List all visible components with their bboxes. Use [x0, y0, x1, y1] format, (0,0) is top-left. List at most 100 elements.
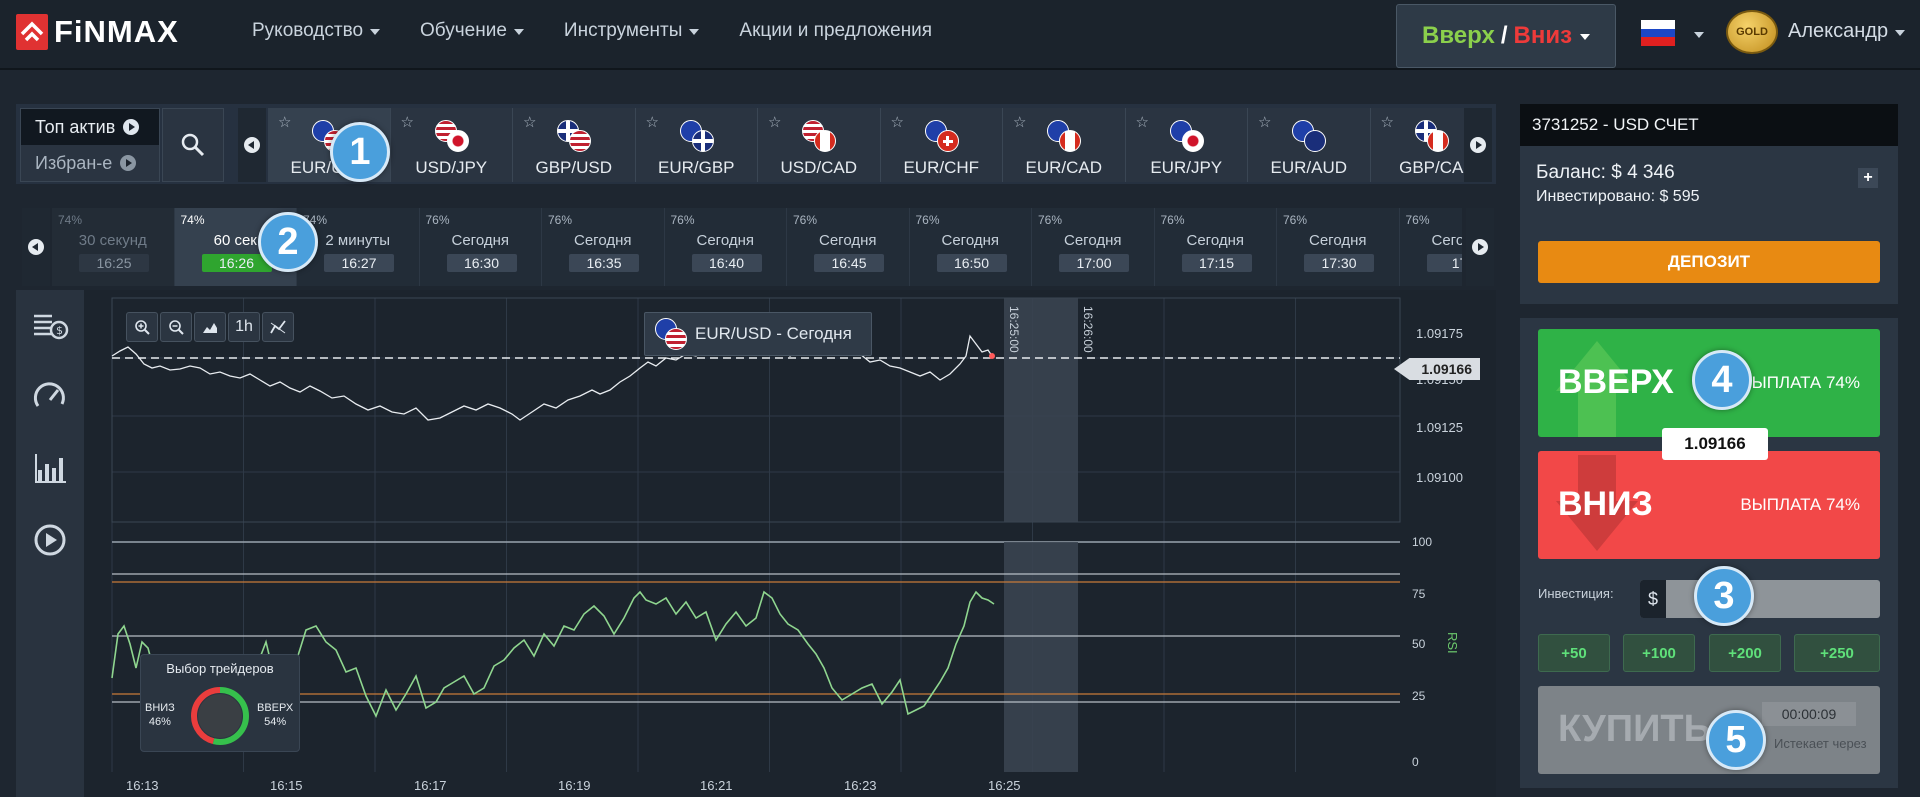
logo-text: FiNMAX — [54, 14, 179, 49]
quick-add-200-button[interactable]: +200 — [1709, 634, 1781, 672]
expiry-tile[interactable]: 76% Сегодня 16:30 — [419, 208, 542, 286]
asset-tile[interactable]: ☆ GBP/USD — [513, 108, 636, 182]
expiry-tile[interactable]: 74% 2 минуты 16:27 — [297, 208, 420, 286]
expiry-tile[interactable]: 76% Сегодня 17:30 — [1277, 208, 1400, 286]
chart-title-text: EUR/USD - Сегодня — [695, 324, 852, 343]
avatar-gold-label: GOLD — [1736, 26, 1768, 38]
currency-flags-icon — [1414, 120, 1455, 154]
asset-tile[interactable]: ☆ EUR/JPY — [1125, 108, 1248, 182]
strike-price: 1.09166 — [1662, 428, 1768, 460]
top-assets-button[interactable]: Топ актив — [21, 109, 159, 145]
finmax-logo[interactable]: FiNMAX — [16, 14, 179, 50]
star-icon[interactable]: ☆ — [768, 114, 782, 131]
expiry-time: 17: — [1426, 254, 1462, 272]
expiry-tile[interactable]: 76%Сегодня 17: — [1399, 208, 1463, 286]
nav-education[interactable]: Обучение — [420, 20, 524, 42]
time-tick-label: 16:15 — [270, 778, 303, 793]
price-tick-label: 1.09100 — [1416, 470, 1463, 485]
user-menu[interactable]: Александр — [1788, 20, 1906, 43]
expiry-timer: 00:00:09 — [1762, 702, 1856, 726]
trade-mode-dropdown[interactable]: Вверх / Вниз — [1396, 4, 1616, 68]
expiry-payout: 76% — [1160, 213, 1185, 227]
search-button[interactable] — [162, 108, 224, 182]
asset-name: EUR/AUD — [1270, 158, 1347, 177]
expiry-label: Сегодня — [1431, 232, 1463, 249]
zoom-in-button[interactable] — [126, 312, 158, 342]
expiry-tile[interactable]: 76% Сегодня 16:45 — [787, 208, 910, 286]
star-icon[interactable]: ☆ — [523, 114, 537, 131]
timeframe-button[interactable]: 1h — [228, 312, 260, 342]
expiry-tile[interactable]: 76% Сегодня 17:00 — [1032, 208, 1155, 286]
price-panel-frame — [111, 297, 1401, 523]
asset-tile[interactable]: ☆ USD/CAD — [758, 108, 881, 182]
avatar[interactable]: GOLD — [1726, 10, 1778, 54]
expiry-tile[interactable]: 76% Сегодня 16:35 — [542, 208, 665, 286]
price-chart[interactable]: 1.091751.091501.091251.091001007550250RS… — [100, 296, 1500, 797]
star-icon[interactable]: ☆ — [1380, 114, 1394, 131]
chart-type-button[interactable] — [194, 312, 226, 342]
zoom-out-button[interactable] — [160, 312, 192, 342]
traders-down: ВНИЗ 46% — [145, 701, 175, 729]
expiry-tile[interactable]: 76% Сегодня 16:40 — [664, 208, 787, 286]
expiry-payout: 76% — [915, 213, 940, 227]
nav-tools-label: Инструменты — [563, 20, 683, 41]
nav-guide[interactable]: Руководство — [252, 20, 381, 42]
gauge-icon[interactable] — [30, 376, 70, 416]
asset-tile[interactable]: ☆ EUR/AUD — [1248, 108, 1371, 182]
nav-promotions[interactable]: Акции и предложения — [739, 20, 932, 42]
play-circle-icon[interactable] — [30, 520, 70, 560]
nav-education-label: Обучение — [420, 20, 507, 41]
top-header: FiNMAX Руководство Обучение Инструменты … — [0, 0, 1920, 70]
expiry-mark-label: 16:26:00 — [1081, 306, 1095, 353]
asset-tile[interactable]: ☆ EUR/CHF — [880, 108, 1003, 182]
expiry-payout: 76% — [425, 213, 450, 227]
page-scrollbar[interactable] — [1908, 70, 1918, 797]
currency-flags-icon — [1047, 120, 1087, 154]
asset-tile[interactable]: ☆ GBP/CA — [1370, 108, 1468, 182]
asset-tile[interactable]: ☆ USD/JPY — [390, 108, 513, 182]
asset-tile[interactable]: ☆ EUR/GBP — [635, 108, 758, 182]
expiry-tile[interactable]: 76% Сегодня 16:50 — [909, 208, 1032, 286]
quick-add-50-button[interactable]: +50 — [1538, 634, 1610, 672]
assets-scroll-right[interactable] — [1464, 108, 1492, 182]
expand-account-button[interactable]: + — [1858, 168, 1878, 188]
expiry-zone — [1004, 298, 1078, 522]
star-icon[interactable]: ☆ — [645, 114, 659, 131]
investment-input[interactable] — [1640, 580, 1880, 618]
mode-separator: / — [1500, 22, 1508, 49]
expiry-tile[interactable]: 74% 30 секунд 16:25 — [52, 208, 175, 286]
main-nav: Руководство Обучение Инструменты Акции и… — [252, 20, 972, 42]
asset-name: EUR/JPY — [1150, 158, 1223, 177]
star-icon[interactable]: ☆ — [1013, 114, 1027, 131]
quick-add-250-button[interactable]: +250 — [1794, 634, 1880, 672]
down-payout: ВЫПЛАТА 74% — [1740, 495, 1860, 514]
star-icon[interactable]: ☆ — [1258, 114, 1272, 131]
assets-scroll-left[interactable] — [238, 108, 266, 182]
indicator-icon — [270, 320, 286, 334]
expiry-label: 60 сек — [213, 232, 257, 249]
traders-choice-widget: Выбор трейдеров ВНИЗ 46% ВВЕРХ 54% — [140, 654, 300, 752]
deposit-button[interactable]: ДЕПОЗИТ — [1538, 241, 1880, 283]
star-icon[interactable]: ☆ — [890, 114, 904, 131]
quick-add-100-button[interactable]: +100 — [1623, 634, 1695, 672]
expiry-scroll-left[interactable] — [22, 208, 50, 286]
mode-down-label: Вниз — [1513, 22, 1572, 49]
russia-flag-icon[interactable] — [1641, 20, 1675, 46]
asset-name: EUR/GBP — [657, 158, 735, 177]
star-icon[interactable]: ☆ — [400, 114, 414, 131]
current-price-label: 1.09166 — [1421, 361, 1472, 377]
coins-icon[interactable]: $ — [30, 304, 70, 344]
expiry-time: 16:27 — [324, 254, 394, 272]
star-icon[interactable]: ☆ — [1135, 114, 1149, 131]
star-icon[interactable]: ☆ — [278, 114, 292, 131]
language-chevron-icon[interactable] — [1694, 32, 1704, 38]
expiry-tile[interactable]: 76% Сегодня 17:15 — [1154, 208, 1277, 286]
asset-tile[interactable]: ☆ EUR/CAD — [1003, 108, 1126, 182]
bar-chart-icon[interactable] — [30, 448, 70, 488]
favorites-button[interactable]: Избран-е — [21, 145, 159, 181]
put-down-button[interactable]: ВНИЗ ВЫПЛАТА 74% — [1538, 451, 1880, 559]
expiry-scroll-right[interactable] — [1466, 208, 1494, 286]
arrow-right-circle-icon — [1472, 239, 1488, 255]
indicators-button[interactable] — [262, 312, 294, 342]
nav-tools[interactable]: Инструменты — [563, 20, 700, 42]
